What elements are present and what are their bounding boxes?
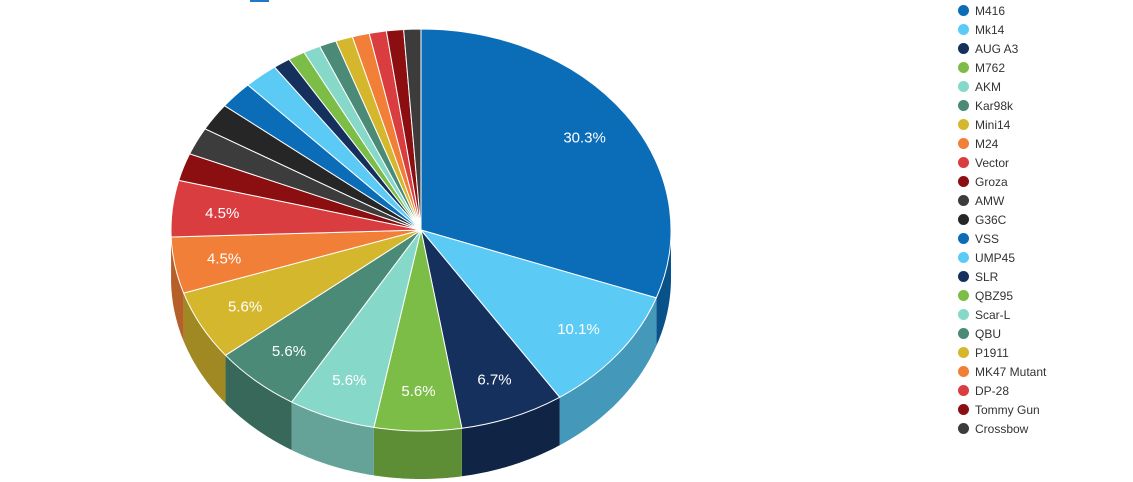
legend-item-mini14[interactable]: Mini14 [958,115,1046,134]
pie-slice-side-aug-a3 [461,397,560,477]
data-label-aug-a3: 6.7% [477,372,511,389]
legend-marker [958,366,969,377]
legend-marker [958,309,969,320]
legend-label: Tommy Gun [975,402,1040,417]
pie-slice-aug-a3[interactable] [420,229,561,429]
top-tab-indicator[interactable] [250,0,269,2]
legend-item-m24[interactable]: M24 [958,134,1046,153]
legend-label: Mini14 [975,117,1011,132]
legend-marker [958,176,969,187]
legend-item-mk14[interactable]: Mk14 [958,20,1046,39]
data-label-mk14: 10.1% [557,321,600,338]
legend-label: Kar98k [975,98,1014,113]
chart-legend: M416 Mk14 AUG A3 M762 AKM Kar98k Mini14 M24 Vect… [958,1,1046,438]
pie-slice-crossbow[interactable] [403,28,422,231]
pie-slice-side-kar98k [225,355,292,451]
legend-item-akm[interactable]: AKM [958,77,1046,96]
pie-slice-side-m762 [373,427,462,479]
legend-marker [958,62,969,73]
data-label-kar98k: 5.6% [272,343,306,360]
legend-label: SLR [975,269,999,284]
legend-marker [958,157,969,168]
legend-label: AUG A3 [975,41,1019,56]
legend-marker [958,81,969,92]
pie-slice-side-akm [291,402,374,476]
legend-label: M416 [975,3,1006,18]
legend-item-kar98k[interactable]: Kar98k [958,96,1046,115]
legend-marker [958,119,969,130]
legend-marker [958,138,969,149]
legend-marker [958,233,969,244]
legend-item-dp-28[interactable]: DP-28 [958,381,1046,400]
legend-label: VSS [975,231,1000,246]
legend-item-scar-l[interactable]: Scar-L [958,305,1046,324]
data-label-akm: 5.6% [332,372,366,389]
legend-label: UMP45 [975,250,1016,265]
legend-label: Mk14 [975,22,1005,37]
data-label-m24: 4.5% [207,250,241,267]
legend-label: M762 [975,60,1006,75]
legend-item-m416[interactable]: M416 [958,1,1046,20]
data-label-mini14: 5.6% [228,299,262,316]
legend-item-g36c[interactable]: G36C [958,210,1046,229]
legend-item-vss[interactable]: VSS [958,229,1046,248]
pie-data-labels: 30.3% 10.1% 6.7% 5.6% 5.6% 5.6% 5.6% 4.5% 4.5% [205,130,606,400]
legend-label: Vector [975,155,1010,170]
data-label-m416: 30.3% [563,130,606,147]
legend-item-qbz95[interactable]: QBZ95 [958,286,1046,305]
legend-marker [958,252,969,263]
legend-marker [958,214,969,225]
legend-item-qbu[interactable]: QBU [958,324,1046,343]
pie-side-walls [171,230,671,479]
legend-item-p1911[interactable]: P1911 [958,343,1046,362]
legend-item-mk47-mutant[interactable]: MK47 Mutant [958,362,1046,381]
legend-item-groza[interactable]: Groza [958,172,1046,191]
legend-marker [958,328,969,339]
legend-item-tommy-gun[interactable]: Tommy Gun [958,400,1046,419]
legend-label: P1911 [975,345,1009,360]
legend-marker [958,290,969,301]
legend-marker [958,385,969,396]
legend-item-amw[interactable]: AMW [958,191,1046,210]
legend-label: Crossbow [975,421,1029,436]
pie-slice-side-mini14 [183,293,226,404]
legend-marker [958,5,969,16]
legend-label: M24 [975,136,999,151]
pie-top-faces [170,28,672,432]
legend-label: G36C [975,212,1007,227]
legend-marker [958,24,969,35]
pie-slice-mk14[interactable] [419,229,658,398]
legend-item-vector[interactable]: Vector [958,153,1046,172]
legend-label: QBU [975,326,1002,341]
legend-label: AKM [975,79,1002,94]
legend-label: QBZ95 [975,288,1014,303]
pie-slice-side-m416 [656,230,671,346]
data-label-m762: 5.6% [401,383,435,400]
legend-item-slr[interactable]: SLR [958,267,1046,286]
legend-label: AMW [975,193,1005,208]
legend-label: DP-28 [975,383,1010,398]
legend-label: MK47 Mutant [975,364,1047,379]
legend-item-aug-a3[interactable]: AUG A3 [958,39,1046,58]
legend-marker [958,100,969,111]
pie-slice-side-mk14 [559,297,657,446]
legend-marker [958,195,969,206]
legend-item-m762[interactable]: M762 [958,58,1046,77]
legend-label: Groza [975,174,1008,189]
pie-slice-m416[interactable] [420,28,672,299]
legend-marker [958,43,969,54]
data-label-vector: 4.5% [205,205,239,222]
legend-marker [958,404,969,415]
legend-marker [958,347,969,358]
legend-marker [958,271,969,282]
legend-item-crossbow[interactable]: Crossbow [958,419,1046,438]
legend-label: Scar-L [975,307,1011,322]
legend-item-ump45[interactable]: UMP45 [958,248,1046,267]
legend-marker [958,423,969,434]
